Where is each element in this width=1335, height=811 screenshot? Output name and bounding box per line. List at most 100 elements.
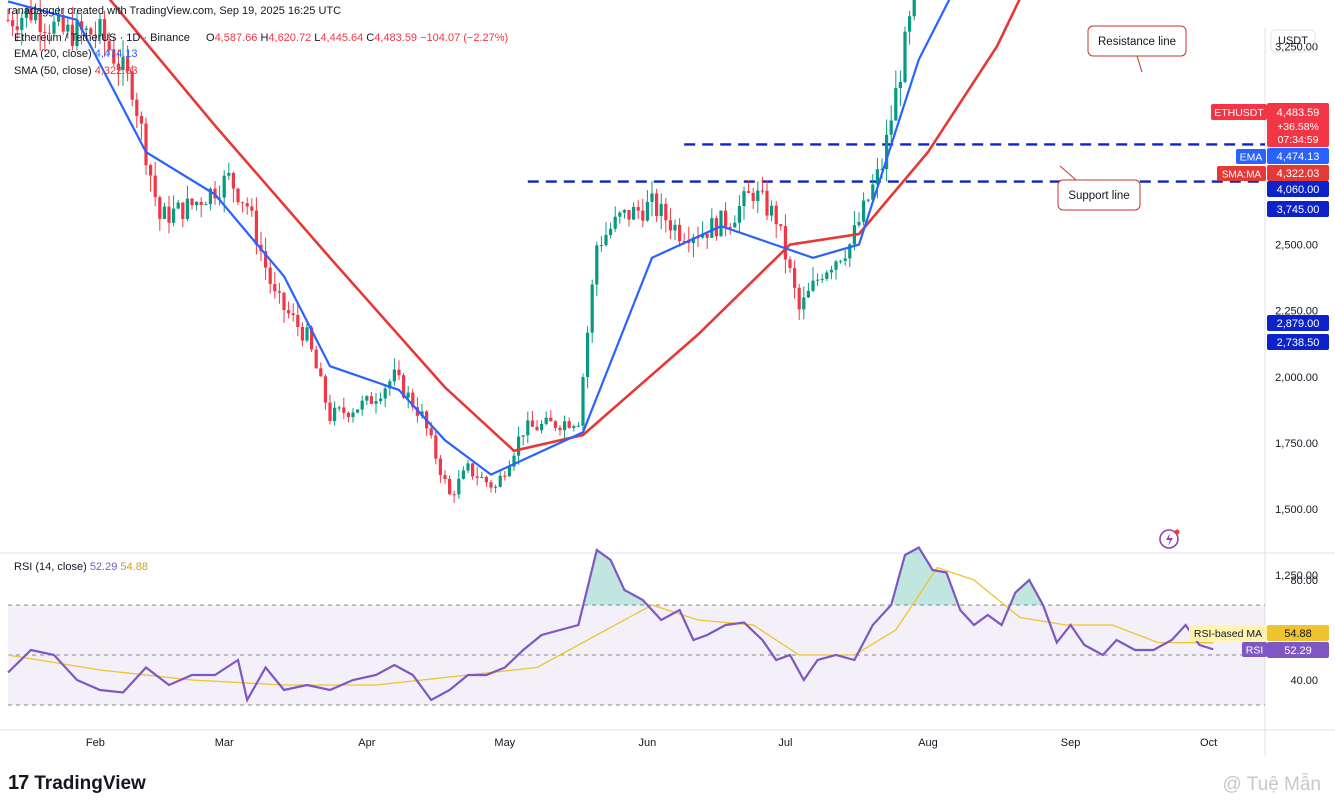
candle [369,391,373,405]
candle [323,374,327,410]
candle [144,117,148,175]
candle [112,35,116,67]
svg-text:3,745.00: 3,745.00 [1277,204,1320,216]
last-price-value: 4,483.59 [1277,107,1320,119]
candle [34,3,38,24]
candle [885,119,889,182]
candle [218,185,222,206]
candle [875,157,879,199]
candle [655,188,659,222]
rsi-legend[interactable]: RSI (14, close) 52.29 54.88 [14,561,148,573]
currency-label[interactable]: USDT [1278,35,1308,47]
price-axis[interactable]: 4,750.004,500.004,250.004,000.003,750.00… [1275,0,1318,582]
candle [889,105,893,148]
candle [668,208,672,240]
candle [346,411,350,423]
candle [645,190,649,222]
candle [756,181,760,214]
watermark: @ Tuệ Mẫn [1222,774,1322,795]
candle [843,249,847,266]
candle [84,25,88,35]
candle [282,291,286,323]
price-tick-label: 2,000.00 [1275,372,1318,384]
candle [503,471,507,481]
resistance-callout[interactable]: Resistance line [1087,25,1187,57]
candle [38,0,42,51]
candle [75,12,79,51]
candle [287,301,291,319]
symbol-legend[interactable]: Ethereum / TetherUS · 1D · Binance O4,587… [14,32,508,44]
rsi-ma-value-badge: 54.88 [1267,625,1329,641]
candle [406,386,410,409]
candle [181,202,185,228]
candle [862,192,866,226]
candle [636,200,640,220]
time-tick-label: Apr [358,737,375,749]
svg-text:ETHUSDT: ETHUSDT [1214,107,1264,119]
candle [641,198,645,228]
candle [632,202,636,221]
candle [783,214,787,274]
candle [98,12,102,45]
rsi-overbought-fill [893,547,958,605]
candle [374,392,378,414]
candle [411,388,415,411]
candle [811,267,815,293]
candle [328,394,332,425]
candle [250,198,254,217]
symbol-title: Ethereum / TetherUS · 1D · Binance [14,32,190,44]
candle [544,411,548,426]
brand-name: TradingView [34,772,146,794]
candle [563,415,567,441]
candle [24,7,28,28]
svg-text:4,060.00: 4,060.00 [1277,184,1320,196]
rsi-line[interactable] [7,546,1214,704]
sma-50-line[interactable] [8,0,1213,453]
rsi-tick-label: 40.00 [1290,675,1318,687]
candle [760,176,764,195]
candle [530,410,534,427]
candle [894,70,898,121]
ema-legend[interactable]: EMA (20, close) 4,474.13 [14,48,138,60]
support-callout[interactable]: Support line [1057,179,1141,211]
ema-20-line[interactable] [7,0,1213,476]
change-percent: +36.58% [1277,121,1319,133]
support-callout-text: Support line [1068,190,1129,202]
sma-legend[interactable]: SMA (50, close) 4,322.03 [14,65,138,77]
candle [43,23,47,52]
alert-lightning-icon[interactable] [1159,529,1180,549]
candles [6,0,916,503]
sma-tag-badge: SMA:MA [1217,166,1266,181]
rsi-pane[interactable] [7,546,1265,706]
candle [673,219,677,240]
candle [47,24,51,45]
candle [613,206,617,232]
candle [852,211,856,251]
candle [172,195,176,227]
candle [480,471,484,479]
time-axis[interactable]: Feb Mar Apr May Jun Jul Aug Sep Oct [86,737,1217,749]
candle [443,470,447,484]
currency-button[interactable] [1270,29,1316,53]
candle [245,197,249,215]
symbol-badge: ETHUSDT [1211,104,1267,120]
level-2879-badge: 2,879.00 [1267,315,1329,331]
price-tick-label: 2,250.00 [1275,306,1318,318]
time-tick-label: Feb [86,737,105,749]
candle [277,282,281,304]
candle [733,215,737,228]
candle [158,195,162,231]
candle [576,422,580,428]
candle [678,218,682,247]
candle [61,8,65,35]
candle [898,70,902,106]
candle [829,265,833,280]
candle [797,283,801,321]
candle [89,26,93,36]
resistance-callout-text: Resistance line [1098,36,1176,48]
time-tick-label: Oct [1200,737,1217,749]
svg-text:52.29: 52.29 [1284,645,1312,657]
rsi-ma-line[interactable] [7,566,1214,686]
candle [107,32,111,55]
candle [595,241,599,296]
